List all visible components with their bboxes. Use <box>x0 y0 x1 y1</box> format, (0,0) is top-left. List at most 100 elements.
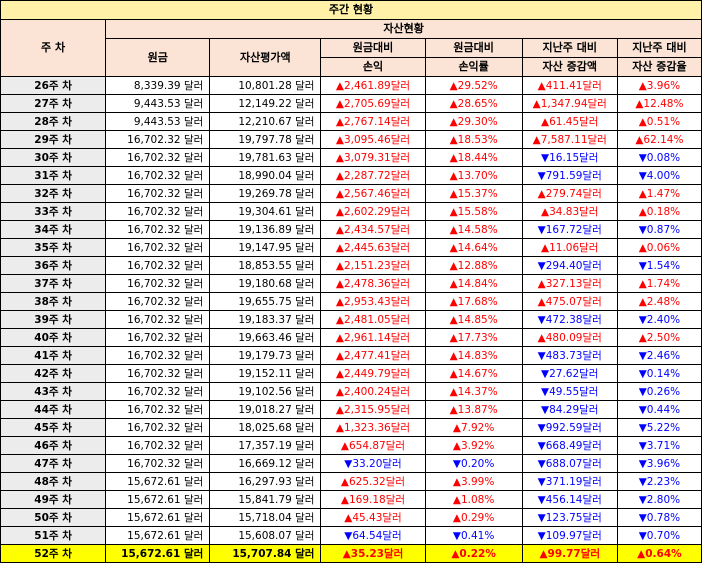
change-rate-cell: ▼5.22% <box>616 418 702 437</box>
principal-cell: 16,702.32 달러 <box>105 346 211 365</box>
plr-cell: ▲29.30% <box>424 112 523 131</box>
table-row: 33주 차 16,702.32 달러 19,304.61 달러 ▲2,602.29달러… <box>0 202 702 221</box>
asset-value-cell: 18,025.68 달러 <box>209 418 322 437</box>
plr-cell: ▲18.53% <box>424 130 523 149</box>
pl-cell: ▲2,151.23달러 <box>320 256 426 275</box>
table-row: 26주 차 8,339.39 달러 10,801.28 달러 ▲2,461.89달러 ▲… <box>0 76 702 95</box>
plr-cell: ▲17.73% <box>424 328 523 347</box>
table-row: 44주 차 16,702.32 달러 19,018.27 달러 ▲2,315.95달러… <box>0 400 702 419</box>
table-row: 47주 차 16,702.32 달러 16,669.12 달러 ▼33.20달러 ▼0.… <box>0 454 702 473</box>
asset-value-cell: 19,180.68 달러 <box>209 274 322 293</box>
principal-cell: 16,702.32 달러 <box>105 454 211 473</box>
change-rate-cell: ▼0.26% <box>616 382 702 401</box>
plr-cell: ▼0.20% <box>424 454 523 473</box>
week-cell: 45주 차 <box>0 418 107 437</box>
plr-cell: ▲14.58% <box>424 220 523 239</box>
pl-cell: ▲2,705.69달러 <box>320 94 426 113</box>
week-cell: 33주 차 <box>0 202 107 221</box>
principal-cell: 9,443.53 달러 <box>105 112 211 131</box>
asset-value-cell: 10,801.28 달러 <box>209 76 322 95</box>
table-row: 39주 차 16,702.32 달러 19,183.37 달러 ▲2,481.05달러… <box>0 310 702 329</box>
week-cell: 41주 차 <box>0 346 107 365</box>
week-cell: 46주 차 <box>0 436 107 455</box>
table-title: 주간 현황 <box>0 0 702 20</box>
change-cell: ▲34.83달러 <box>521 202 618 221</box>
asset-value-cell: 18,990.04 달러 <box>209 166 322 185</box>
week-cell: 32주 차 <box>0 184 107 203</box>
table-row: 37주 차 16,702.32 달러 19,180.68 달러 ▲2,478.36달러… <box>0 274 702 293</box>
week-cell: 26주 차 <box>0 76 107 95</box>
change-rate-header-line2: 자산 증감율 <box>616 57 702 77</box>
table-row: 48주 차 15,672.61 달러 16,297.93 달러 ▲625.32달러 ▲3… <box>0 472 702 491</box>
change-cell: ▼27.62달러 <box>521 364 618 383</box>
change-rate-cell: ▼0.70% <box>616 526 702 545</box>
principal-cell: 16,702.32 달러 <box>105 184 211 203</box>
plr-cell: ▲14.67% <box>424 364 523 383</box>
pl-cell: ▲45.43달러 <box>320 508 426 527</box>
plr-header-line1: 원금대비 <box>424 38 523 58</box>
table-row: 31주 차 16,702.32 달러 18,990.04 달러 ▲2,287.72달러… <box>0 166 702 185</box>
table-row: 45주 차 16,702.32 달러 18,025.68 달러 ▲1,323.36달러… <box>0 418 702 437</box>
change-cell: ▼483.73달러 <box>521 346 618 365</box>
plr-cell: ▲3.99% <box>424 472 523 491</box>
change-rate-cell: ▲2.48% <box>616 292 702 311</box>
plr-cell: ▲17.68% <box>424 292 523 311</box>
asset-value-header: 자산평가액 <box>209 38 322 77</box>
change-rate-cell: ▼0.87% <box>616 220 702 239</box>
principal-cell: 16,702.32 달러 <box>105 130 211 149</box>
change-cell: ▼688.07달러 <box>521 454 618 473</box>
table-row: 49주 차 15,672.61 달러 15,841.79 달러 ▲169.18달러 ▲1… <box>0 490 702 509</box>
week-cell: 42주 차 <box>0 364 107 383</box>
plr-cell: ▲0.29% <box>424 508 523 527</box>
plr-cell: ▼0.41% <box>424 526 523 545</box>
change-rate-cell: ▲12.48% <box>616 94 702 113</box>
plr-cell: ▲1.08% <box>424 490 523 509</box>
plr-cell: ▲14.37% <box>424 382 523 401</box>
pl-cell: ▲3,095.46달러 <box>320 130 426 149</box>
week-cell: 39주 차 <box>0 310 107 329</box>
pl-cell: ▲625.32달러 <box>320 472 426 491</box>
principal-cell: 16,702.32 달러 <box>105 436 211 455</box>
principal-cell: 16,702.32 달러 <box>105 274 211 293</box>
change-rate-cell: ▲0.06% <box>616 238 702 257</box>
table-row: 32주 차 16,702.32 달러 19,269.78 달러 ▲2,567.46달러… <box>0 184 702 203</box>
change-cell: ▲7,587.11달러 <box>521 130 618 149</box>
week-cell: 52주 차 <box>0 544 107 563</box>
plr-cell: ▲0.22% <box>424 544 523 563</box>
week-cell: 37주 차 <box>0 274 107 293</box>
change-rate-cell: ▼1.54% <box>616 256 702 275</box>
plr-cell: ▲13.87% <box>424 400 523 419</box>
table-body: 26주 차 8,339.39 달러 10,801.28 달러 ▲2,461.89달러 ▲… <box>0 76 702 563</box>
change-cell: ▼84.29달러 <box>521 400 618 419</box>
pl-cell: ▲2,287.72달러 <box>320 166 426 185</box>
plr-cell: ▲7.92% <box>424 418 523 437</box>
change-rate-cell: ▼2.46% <box>616 346 702 365</box>
asset-value-cell: 16,297.93 달러 <box>209 472 322 491</box>
pl-cell: ▲2,434.57달러 <box>320 220 426 239</box>
table-row: 46주 차 16,702.32 달러 17,357.19 달러 ▲654.87달러 ▲3… <box>0 436 702 455</box>
week-cell: 30주 차 <box>0 148 107 167</box>
principal-cell: 15,672.61 달러 <box>105 526 211 545</box>
week-cell: 35주 차 <box>0 238 107 257</box>
change-cell: ▼791.59달러 <box>521 166 618 185</box>
plr-cell: ▲13.70% <box>424 166 523 185</box>
pl-cell: ▲2,449.79달러 <box>320 364 426 383</box>
pl-cell: ▲2,481.05달러 <box>320 310 426 329</box>
pl-cell: ▲2,567.46달러 <box>320 184 426 203</box>
change-rate-cell: ▼0.14% <box>616 364 702 383</box>
change-header-line1: 지난주 대비 <box>521 38 618 58</box>
plr-cell: ▲28.65% <box>424 94 523 113</box>
pl-cell: ▲654.87달러 <box>320 436 426 455</box>
change-cell: ▲411.41달러 <box>521 76 618 95</box>
pl-cell: ▲2,461.89달러 <box>320 76 426 95</box>
plr-cell: ▲14.84% <box>424 274 523 293</box>
week-cell: 49주 차 <box>0 490 107 509</box>
week-cell: 29주 차 <box>0 130 107 149</box>
week-cell: 34주 차 <box>0 220 107 239</box>
table-row: 35주 차 16,702.32 달러 19,147.95 달러 ▲2,445.63달러… <box>0 238 702 257</box>
pl-cell: ▲2,767.14달러 <box>320 112 426 131</box>
asset-value-cell: 12,210.67 달러 <box>209 112 322 131</box>
asset-value-cell: 19,147.95 달러 <box>209 238 322 257</box>
pl-cell: ▲2,445.63달러 <box>320 238 426 257</box>
